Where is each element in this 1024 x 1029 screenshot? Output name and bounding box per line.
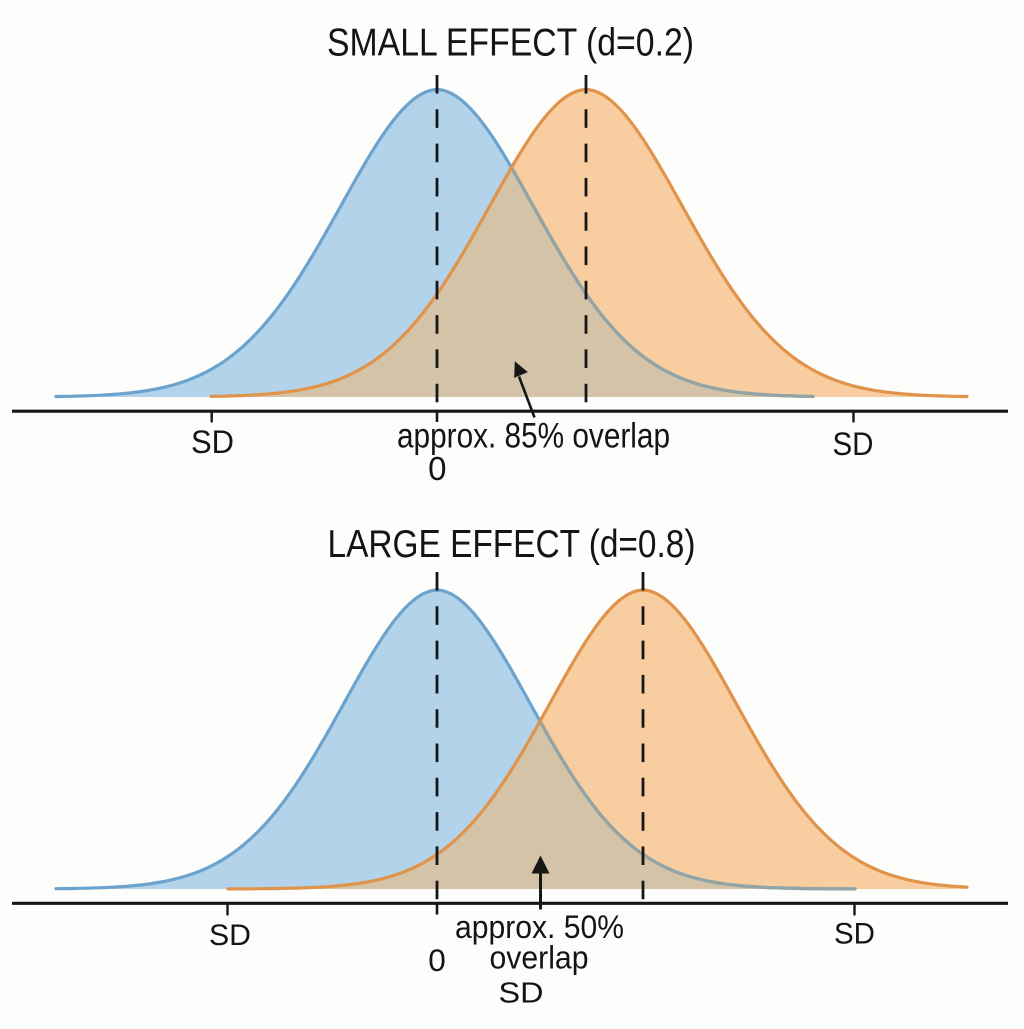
svg-text:approx. 50%: approx. 50% (455, 909, 624, 945)
svg-text:0: 0 (428, 450, 446, 487)
svg-text:SD: SD (209, 919, 251, 952)
svg-text:SD: SD (499, 978, 544, 1010)
svg-text:approx. 85% overlap: approx. 85% overlap (397, 415, 670, 455)
svg-text:SMALL EFFECT (d=0.2): SMALL EFFECT (d=0.2) (327, 22, 694, 65)
svg-text:SD: SD (834, 917, 875, 950)
svg-text:0: 0 (428, 942, 446, 978)
svg-text:overlap: overlap (490, 940, 589, 976)
svg-text:SD: SD (191, 424, 234, 460)
svg-text:SD: SD (833, 426, 874, 462)
svg-text:LARGE EFFECT (d=0.8): LARGE EFFECT (d=0.8) (328, 523, 696, 566)
